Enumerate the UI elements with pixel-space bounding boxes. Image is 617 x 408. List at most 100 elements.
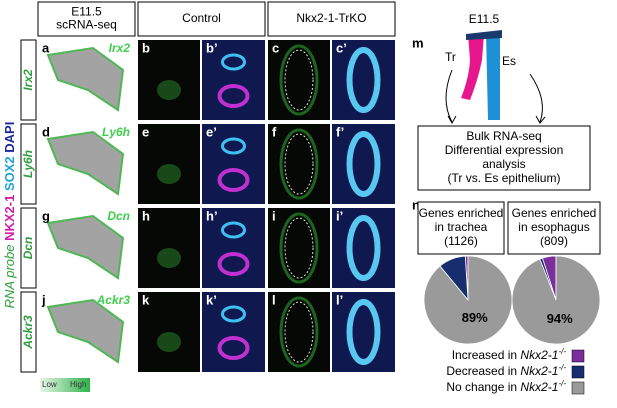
column-header: Nkx2-1-TrKO (296, 11, 366, 25)
row-label-box (20, 39, 37, 121)
panel-letter: b (142, 40, 150, 55)
stage: E11.5 (469, 12, 500, 26)
outline (284, 49, 314, 111)
tr-label: Tr (445, 50, 456, 64)
sup: -/- (558, 379, 566, 388)
signal (279, 128, 319, 200)
panel-letter: f (272, 124, 277, 139)
title-box (507, 201, 601, 255)
outline (284, 217, 314, 279)
esophagus (221, 53, 246, 71)
legend: Increased in Nkx2-1-/-Decreased in Nkx2-… (446, 347, 585, 395)
legend-entry: Increased in Nkx2-1-/- (452, 347, 567, 362)
epithelium (346, 299, 381, 365)
rnaseq-box (417, 125, 591, 191)
panel-letter: k (142, 292, 150, 307)
row-label-box (20, 291, 37, 373)
signal (157, 164, 181, 184)
box-line: Bulk RNA-seq (466, 129, 541, 143)
trachea (217, 336, 250, 360)
image-panel (332, 124, 395, 204)
panel-label: n (412, 197, 420, 212)
panel-letter: i (272, 208, 276, 223)
panel-letter: e’ (206, 124, 217, 139)
esophagus (221, 137, 246, 155)
signal (157, 248, 181, 268)
panel-letter: c (272, 40, 279, 55)
pie-title: in trachea (435, 220, 488, 234)
side-label: RNA probe NKX2-1 SOX2 DAPI (2, 122, 17, 309)
title-box (417, 201, 505, 255)
panel-gene: Irx2 (109, 41, 131, 55)
header-box (137, 1, 266, 37)
panel-gene: Ly6h (102, 125, 130, 139)
panel-letter: d (42, 124, 50, 139)
tissue (46, 214, 125, 280)
image-panel (332, 208, 395, 288)
image-panel (332, 292, 395, 372)
low: Low (42, 380, 57, 389)
legend-entry: No change in Nkx2-1-/- (446, 379, 566, 394)
panel-letter: f’ (336, 124, 344, 139)
header-box (267, 1, 396, 37)
value-label: 89% (462, 310, 488, 325)
value-label: 94% (547, 311, 573, 326)
row-label-box (20, 123, 37, 205)
box-line: analysis (482, 157, 525, 171)
panel-letter: i’ (336, 208, 343, 223)
epithelium (346, 215, 381, 281)
panel-gene: Ackr3 (96, 293, 131, 307)
sup: -/- (558, 347, 566, 356)
arrow (529, 73, 543, 123)
sup: -/- (558, 363, 566, 372)
pie-title: (1126) (444, 234, 478, 248)
panel-label: m (412, 35, 424, 50)
trachea (217, 168, 250, 192)
panel-letter: l (272, 292, 276, 307)
sox: SOX2 (2, 156, 17, 191)
box-line: Differential expression (445, 143, 564, 157)
legend-swatch (571, 381, 585, 395)
arrow (445, 69, 453, 123)
pie-slice (511, 255, 601, 345)
column-header: scRNA-seq (56, 18, 117, 32)
box-line: (Tr vs. Es epithelium) (448, 171, 561, 185)
legend-swatch (571, 349, 585, 363)
outline (284, 301, 314, 363)
panel-letter: c’ (336, 40, 347, 55)
gene: Nkx2-1 (520, 380, 558, 394)
es-label: Es (502, 54, 516, 68)
column-header: Control (182, 11, 221, 25)
image-panel (268, 292, 330, 372)
gene: Nkx2-1 (520, 364, 558, 378)
row-label-box (20, 207, 37, 289)
pie-title: Genes enriched (512, 206, 597, 220)
trachea (217, 252, 250, 276)
image-panel (332, 40, 395, 120)
arrow-head (535, 115, 546, 124)
row-gene: Irx2 (21, 69, 35, 91)
tube-top (466, 30, 502, 40)
tissue (46, 46, 125, 112)
panel-letter: e (142, 124, 149, 139)
panel-letter: b’ (206, 40, 218, 55)
esophagus-tube (486, 32, 500, 120)
high: High (70, 380, 86, 389)
trachea-tube (461, 34, 484, 100)
panel-letter: h (142, 208, 150, 223)
pie-title: in esophagus (518, 220, 589, 234)
pie-title: (809) (540, 234, 568, 248)
dapi: DAPI (2, 122, 17, 153)
esophagus (221, 221, 246, 239)
image-panel (268, 208, 330, 288)
panel-letter: a (42, 40, 50, 55)
epithelium (346, 131, 381, 197)
header-box (37, 1, 136, 37)
epithelium (346, 47, 381, 113)
tissue (46, 130, 125, 196)
image-panel (268, 40, 330, 120)
gene: Nkx2-1 (520, 348, 558, 362)
